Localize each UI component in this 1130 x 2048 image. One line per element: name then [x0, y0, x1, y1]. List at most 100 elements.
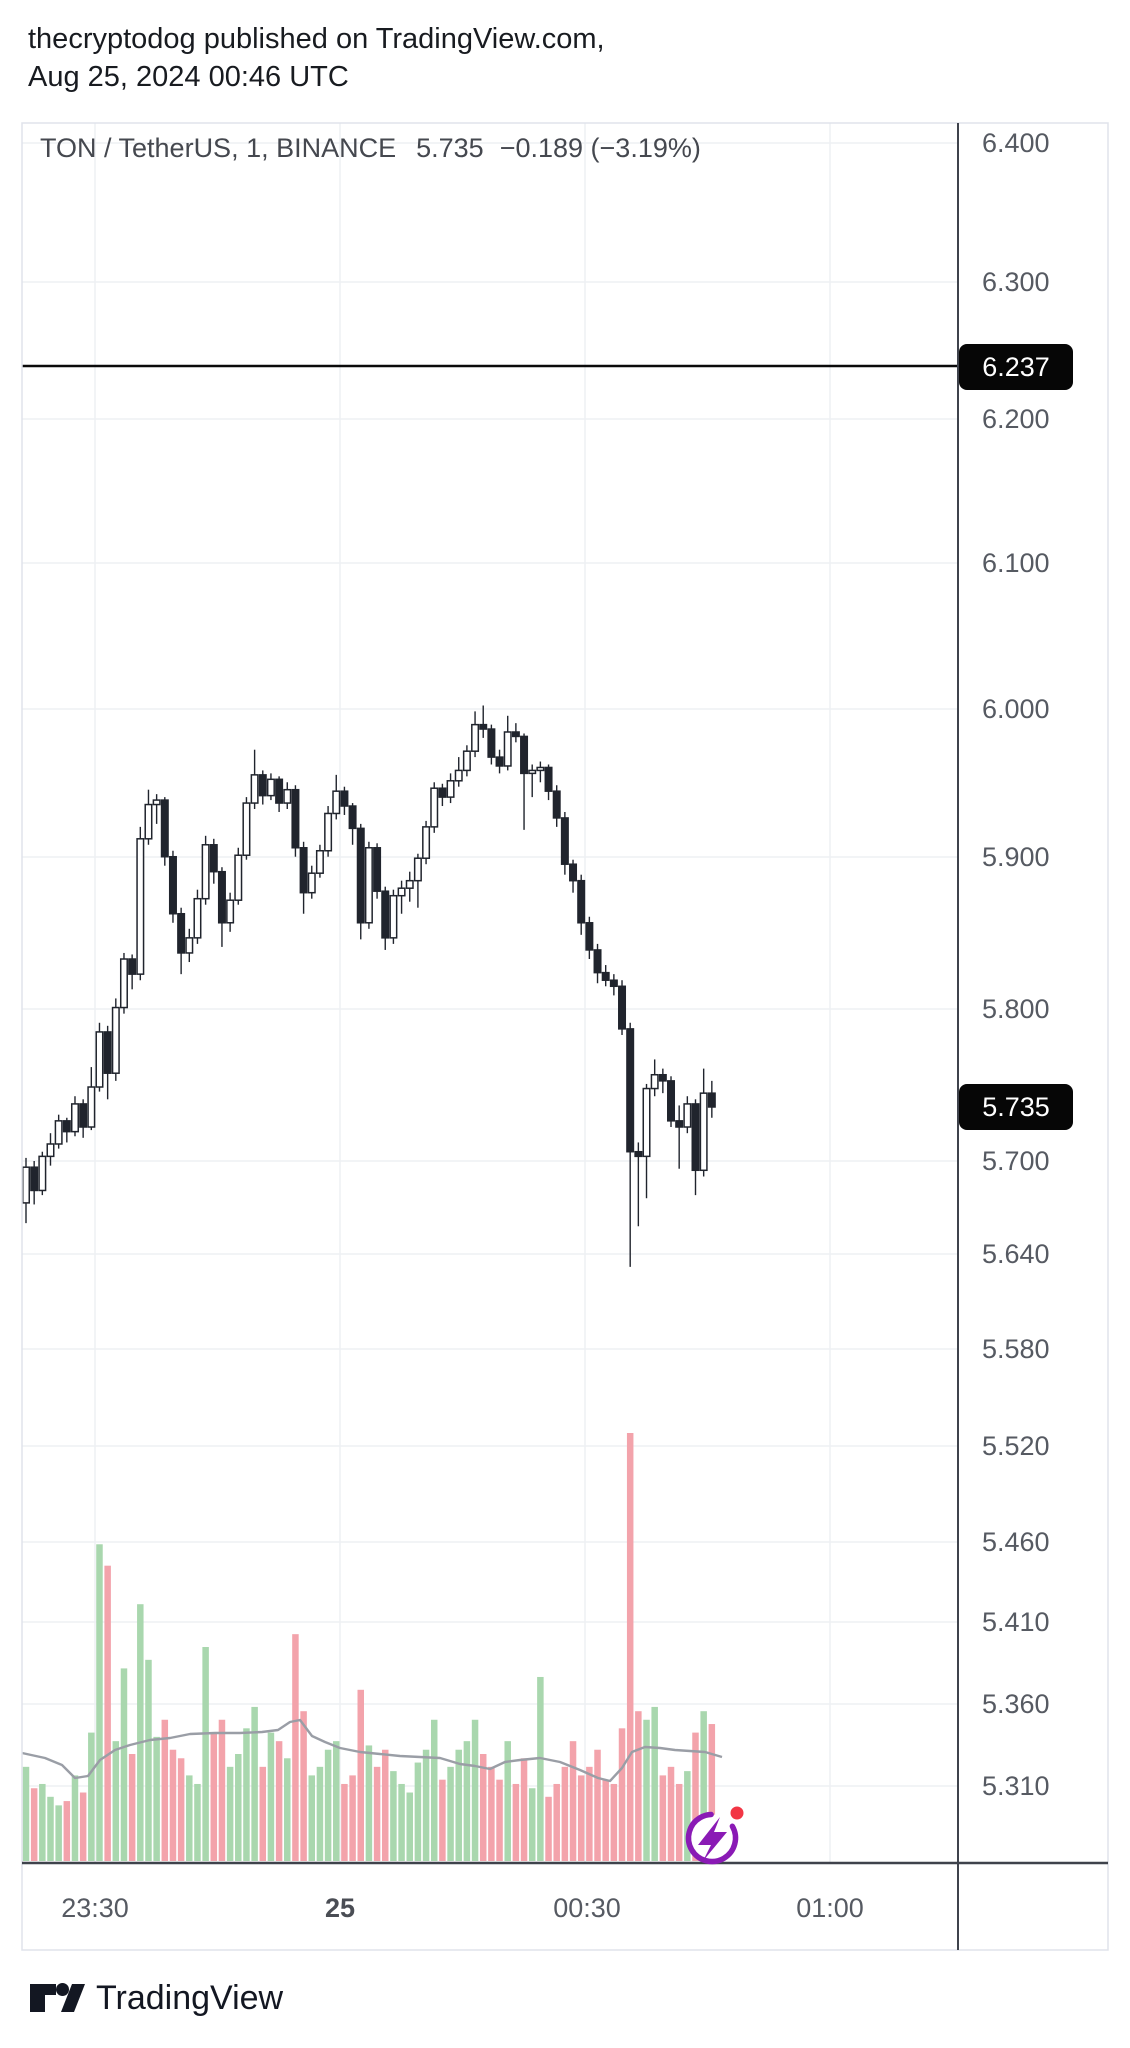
candle-body-up	[144, 803, 153, 840]
candle-body-up	[683, 1103, 692, 1128]
volume-bar	[186, 1775, 193, 1861]
candle-body-down	[520, 735, 529, 775]
candle-body-down	[577, 879, 586, 924]
volume-bar	[708, 1724, 716, 1861]
candle-body-down	[160, 799, 169, 858]
candle-body-down	[209, 844, 218, 873]
candle-body-up	[650, 1073, 659, 1090]
candle-body-down	[569, 863, 578, 882]
chart-frame	[21, 122, 1109, 1951]
candle-body-down	[275, 778, 284, 804]
volume-bar	[365, 1745, 373, 1861]
legend-change: −0.189 (−3.19%)	[499, 133, 701, 163]
candle-body-down	[258, 774, 267, 797]
candle-body-down	[168, 855, 177, 915]
price-tick-label: 5.410	[982, 1607, 1050, 1637]
volume-bar	[381, 1749, 389, 1861]
candle-body-down	[601, 971, 610, 981]
volume-bar	[235, 1754, 242, 1861]
tradingview-brand-text[interactable]: TradingView	[96, 1979, 284, 2017]
volume-bar	[512, 1783, 520, 1861]
volume-bar	[88, 1732, 95, 1861]
volume-bar	[55, 1805, 62, 1861]
price-tick-label: 6.100	[982, 548, 1050, 578]
candle-body-down	[593, 949, 602, 974]
volume-ma-line	[21, 1718, 723, 1783]
candle-body-down	[340, 790, 349, 807]
volume-bar	[71, 1775, 79, 1861]
candle-body-up	[95, 1031, 104, 1088]
legend-last-price: 5.735	[416, 133, 484, 163]
time-tick-label: 01:00	[796, 1893, 864, 1923]
price-tick-label: 6.400	[982, 128, 1050, 158]
volume-bar	[267, 1732, 275, 1861]
volume-bar	[259, 1766, 267, 1861]
volume-bar	[643, 1719, 650, 1861]
volume-bar	[577, 1775, 585, 1861]
volume-bar	[120, 1668, 128, 1861]
candle-body-down	[30, 1166, 39, 1192]
time-tick-label: 00:30	[553, 1893, 621, 1923]
candle-body-up	[413, 857, 422, 882]
price-tick-label: 5.900	[982, 842, 1050, 872]
volume-bar	[145, 1659, 152, 1861]
candle-body-down	[128, 958, 137, 975]
volume-bar	[520, 1758, 528, 1861]
symbol-title: TON / TetherUS, 1, BINANCE	[40, 133, 397, 163]
candle-body-up	[242, 802, 251, 856]
candle-body-down	[103, 1031, 112, 1074]
volume-bar	[333, 1741, 340, 1861]
volume-bar	[194, 1783, 201, 1861]
candle-body-up	[119, 958, 128, 1009]
volume-bar	[626, 1433, 634, 1861]
volume-bar	[496, 1779, 503, 1861]
price-tick-label: 6.000	[982, 694, 1050, 724]
chart-legend[interactable]: TON / TetherUS, 1, BINANCE 5.735 −0.189 (−…	[40, 133, 701, 164]
volume-bar	[471, 1719, 479, 1861]
volume-bar	[308, 1775, 316, 1861]
volume-bar	[602, 1779, 609, 1861]
candle-body-up	[185, 937, 194, 954]
candle-body-down	[634, 1150, 643, 1158]
candle-body-down	[479, 723, 488, 730]
candle-body-up	[70, 1103, 79, 1133]
volume-bar	[414, 1762, 422, 1861]
volume-bar	[422, 1749, 430, 1861]
candle-body-down	[79, 1103, 88, 1128]
volume-bar	[447, 1766, 454, 1861]
price-tick-label: 6.200	[982, 404, 1050, 434]
volume-bar	[218, 1719, 226, 1861]
time-tick-label: 25	[324, 1893, 356, 1923]
price-tick-label: 5.580	[982, 1334, 1050, 1364]
volume-bar	[651, 1706, 658, 1861]
volume-bar	[161, 1719, 169, 1861]
volume-bar	[439, 1779, 446, 1861]
candle-body-up	[315, 849, 324, 874]
volume-bar	[635, 1711, 642, 1861]
volume-bar	[112, 1741, 120, 1861]
candle-body-down	[626, 1028, 635, 1153]
price-tick-label: 5.460	[982, 1527, 1050, 1557]
time-tick-label: 23:30	[61, 1893, 129, 1923]
volume-bar	[528, 1788, 536, 1861]
candle-body-up	[111, 1006, 120, 1074]
volume-bar	[39, 1783, 46, 1861]
volume-bar	[22, 1766, 30, 1861]
candle-body-up	[283, 788, 292, 804]
tradingview-logo-icon[interactable]	[28, 1977, 88, 2021]
volume-bar	[610, 1783, 618, 1861]
volume-bar	[398, 1783, 405, 1861]
price-tick-label: 5.520	[982, 1431, 1050, 1461]
volume-bar	[292, 1634, 299, 1861]
volume-bar	[79, 1792, 87, 1861]
volume-bar	[47, 1796, 54, 1861]
volume-bar	[153, 1736, 160, 1861]
candle-body-down	[544, 766, 553, 792]
candle-body-up	[462, 750, 471, 772]
candle-body-down	[707, 1092, 716, 1108]
volume-bar	[63, 1801, 71, 1861]
candle-body-up	[405, 879, 414, 889]
volume-bar	[537, 1676, 544, 1861]
